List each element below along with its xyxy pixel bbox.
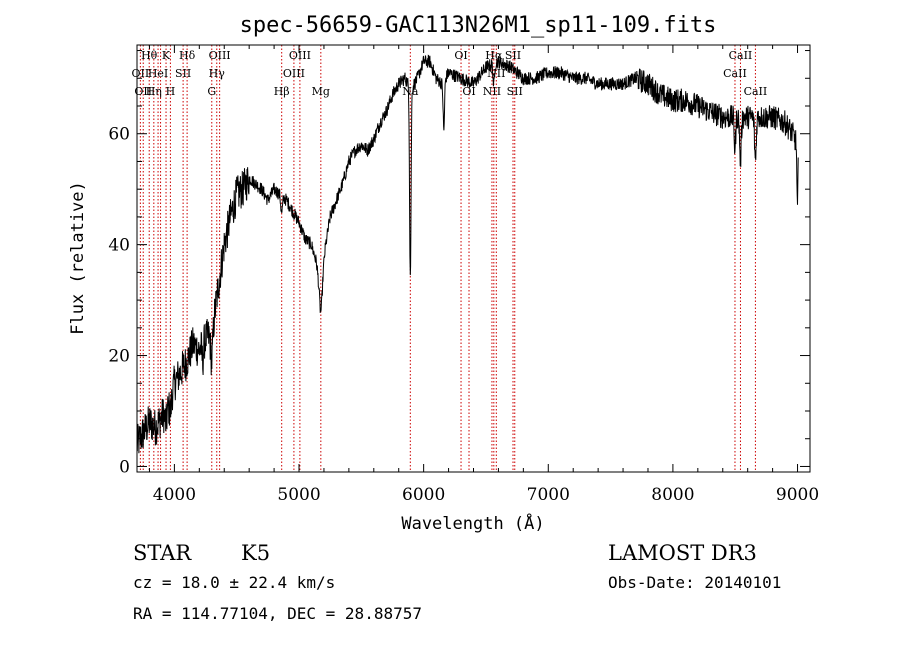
x-axis-label: Wavelength (Å) bbox=[401, 512, 544, 534]
line-marker-label: Hδ bbox=[179, 49, 196, 62]
y-tick-label: 40 bbox=[108, 236, 130, 256]
y-tick-label: 20 bbox=[108, 347, 130, 367]
object-class: STAR bbox=[133, 541, 192, 565]
x-tick-label: 8000 bbox=[651, 485, 694, 505]
line-marker-label: Na bbox=[402, 85, 419, 98]
line-marker-label: OIII bbox=[289, 49, 311, 62]
coordinates-text: RA = 114.77104, DEC = 28.88757 bbox=[133, 604, 422, 623]
y-axis-ticks: 0 20 40 60 bbox=[108, 50, 810, 477]
spectral-line-labels: OII OII Hθ Hη HeI K H SII Hδ G Hγ OIII Hβ OIII OIII Mg N… bbox=[132, 49, 768, 98]
line-marker-label: Hη bbox=[146, 85, 162, 98]
x-axis-ticks: 4000 5000 6000 7000 8000 9000 bbox=[148, 45, 819, 505]
line-marker-label: NII bbox=[487, 67, 505, 80]
line-marker-label: K bbox=[162, 49, 171, 62]
survey-name: LAMOST DR3 bbox=[608, 541, 757, 565]
line-marker-label: OII bbox=[132, 67, 150, 80]
line-marker-label: HeI bbox=[148, 67, 168, 80]
x-tick-label: 7000 bbox=[527, 485, 570, 505]
x-tick-label: 5000 bbox=[277, 485, 320, 505]
line-marker-label: CaII bbox=[729, 49, 753, 62]
spectral-line-markers bbox=[139, 45, 756, 472]
x-tick-label: 4000 bbox=[153, 485, 196, 505]
chart-title: spec-56659-GAC113N26M1_sp11-109.fits bbox=[240, 13, 717, 38]
plot-frame bbox=[136, 44, 811, 473]
line-marker-label: OIII bbox=[283, 67, 305, 80]
x-tick-label: 9000 bbox=[776, 485, 819, 505]
line-marker-label: Hγ bbox=[209, 67, 226, 80]
line-marker-label: SII bbox=[507, 85, 523, 98]
line-marker-label: CaII bbox=[723, 67, 747, 80]
line-marker-label: Mg bbox=[312, 85, 330, 98]
obs-date-text: Obs-Date: 20140101 bbox=[608, 573, 781, 592]
y-axis-label: Flux (relative) bbox=[68, 181, 88, 335]
line-marker-label: G bbox=[207, 85, 216, 98]
line-marker-label: CaII bbox=[744, 85, 768, 98]
object-subclass: K5 bbox=[241, 541, 270, 565]
line-marker-label: SII bbox=[505, 49, 521, 62]
redshift-text: cz = 18.0 ± 22.4 km/s bbox=[133, 573, 335, 592]
line-marker-label: H bbox=[166, 85, 176, 98]
y-tick-label: 0 bbox=[119, 457, 130, 477]
line-marker-label: OII bbox=[134, 85, 152, 98]
line-marker-label: OIII bbox=[209, 49, 231, 62]
spectrum-line bbox=[136, 54, 799, 454]
line-marker-label: Hθ bbox=[141, 49, 158, 62]
spectrum-series bbox=[136, 54, 799, 454]
line-marker-label: Hβ bbox=[274, 85, 290, 98]
x-tick-label: 6000 bbox=[402, 485, 445, 505]
y-tick-label: 60 bbox=[108, 125, 130, 145]
line-marker-label: OI bbox=[454, 49, 467, 62]
line-marker-label: OI bbox=[462, 85, 475, 98]
line-marker-label: SII bbox=[175, 67, 191, 80]
line-marker-label: NII bbox=[483, 85, 501, 98]
